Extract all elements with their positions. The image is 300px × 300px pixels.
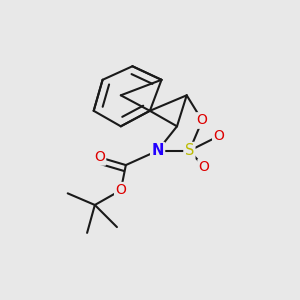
Text: S: S bbox=[185, 143, 194, 158]
Text: O: O bbox=[213, 129, 224, 143]
Text: O: O bbox=[197, 113, 208, 128]
Text: O: O bbox=[199, 160, 210, 174]
Text: N: N bbox=[152, 143, 164, 158]
Text: O: O bbox=[116, 183, 126, 197]
Text: O: O bbox=[94, 150, 105, 164]
